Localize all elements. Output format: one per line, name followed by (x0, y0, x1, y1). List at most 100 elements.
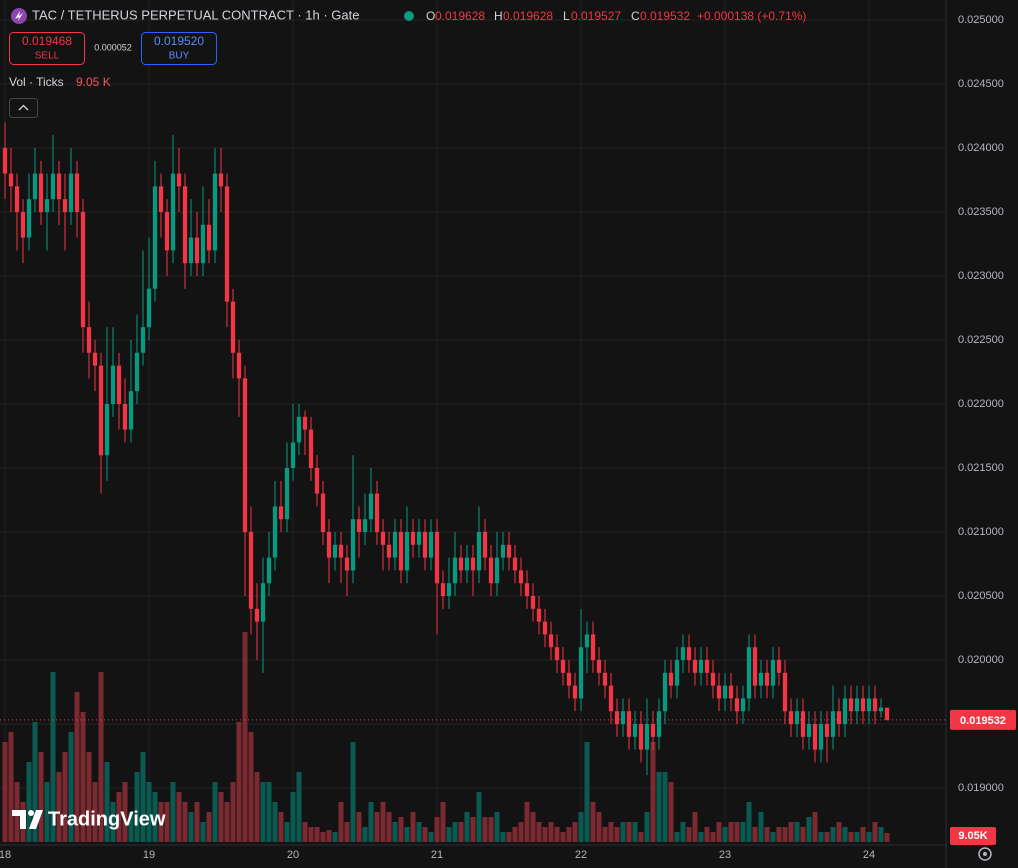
volume-bar (716, 822, 722, 842)
candle-body (512, 557, 518, 571)
candle-body (626, 711, 632, 737)
volume-bar (74, 692, 80, 842)
candle-body (500, 544, 506, 558)
volume-bar (284, 822, 290, 842)
collapse-button[interactable] (9, 98, 38, 118)
candle-body (476, 532, 482, 571)
candle-body (620, 711, 626, 725)
volume-bar (866, 832, 872, 842)
candle-body (182, 186, 188, 264)
volume-bar (800, 827, 806, 842)
candle-body (320, 493, 326, 533)
candle-body (398, 532, 404, 571)
candle-body (554, 647, 560, 661)
symbol-title[interactable]: TAC / TETHERUS PERPETUAL CONTRACT · 1h ·… (32, 7, 359, 22)
volume-bar (50, 672, 56, 842)
volume-bar (686, 827, 692, 842)
candle-body (254, 608, 260, 622)
volume-bar (164, 802, 170, 842)
y-tick-label: 0.021500 (958, 462, 1004, 474)
volume-bar (692, 812, 698, 842)
candle-body (764, 672, 770, 686)
candle-body (446, 583, 452, 597)
candle-body (824, 724, 830, 737)
volume-bar (560, 832, 566, 842)
ohlc-value: 0.019628 (435, 9, 485, 23)
volume-bar (86, 752, 92, 842)
candle-body (752, 647, 758, 686)
candle-body (704, 660, 710, 673)
candle-body (158, 186, 164, 212)
volume-bar (476, 792, 482, 842)
volume-bar (512, 827, 518, 842)
candle-body (536, 608, 542, 622)
candle-body (374, 493, 380, 533)
candle-body (386, 544, 392, 558)
candle-body (860, 698, 866, 712)
volume-bar (98, 672, 104, 842)
volume-bar (782, 827, 788, 842)
ohlc-label: O (426, 9, 435, 23)
volume-bar (404, 827, 410, 842)
volume-bar (818, 832, 824, 842)
x-tick-label: 23 (719, 849, 731, 861)
candle-body (392, 532, 398, 558)
candle-body (74, 173, 80, 212)
volume-bar (488, 817, 494, 842)
ohlc-label: H (494, 9, 503, 23)
candle-body (722, 685, 728, 699)
candle-body (794, 711, 800, 725)
volume-bar (134, 772, 140, 842)
candle-body (296, 416, 302, 443)
candle-body (650, 724, 656, 737)
candle-body (524, 583, 530, 597)
sell-label: SELL (35, 51, 60, 62)
volume-bar (770, 832, 776, 842)
volume-bar (68, 732, 74, 842)
candle-body (242, 378, 248, 533)
volume-bar (176, 792, 182, 842)
ohlc-label: C (631, 9, 640, 23)
candle-body (428, 532, 434, 558)
collapse-icon (18, 104, 29, 111)
volume-bar (878, 827, 884, 842)
volume-bar (854, 832, 860, 842)
candle-body (122, 404, 128, 430)
volume-bar (860, 827, 866, 842)
candle-body (434, 532, 440, 584)
candle-body (176, 173, 182, 187)
volume-bar (374, 812, 380, 842)
candle-body (530, 596, 536, 609)
volume-bar (554, 827, 560, 842)
candle-body (602, 672, 608, 686)
volume-bar (428, 832, 434, 842)
volume-bar (602, 827, 608, 842)
buy-button[interactable] (141, 32, 217, 65)
candle-body (290, 442, 296, 469)
volume-bar (386, 812, 392, 842)
volume-bar (608, 822, 614, 842)
volume-bar (170, 782, 176, 842)
candle-body (518, 570, 524, 584)
candle-body (800, 711, 806, 737)
sell-button[interactable] (9, 32, 85, 65)
volume-bar (242, 632, 248, 842)
volume-bar (356, 812, 362, 842)
volume-bar (674, 832, 680, 842)
volume-bar (788, 822, 794, 842)
candle-body (146, 288, 152, 328)
settings-icon[interactable] (978, 847, 992, 861)
candle-body (686, 647, 692, 661)
volume-bar (794, 822, 800, 842)
candle-body (20, 211, 26, 238)
candle-body (464, 557, 470, 571)
candle-body (110, 365, 116, 405)
candle-body (566, 672, 572, 686)
candle-body (344, 557, 350, 571)
volume-bar (278, 812, 284, 842)
candle-body (92, 352, 98, 366)
candle-body (98, 365, 104, 456)
volume-bar (746, 802, 752, 842)
